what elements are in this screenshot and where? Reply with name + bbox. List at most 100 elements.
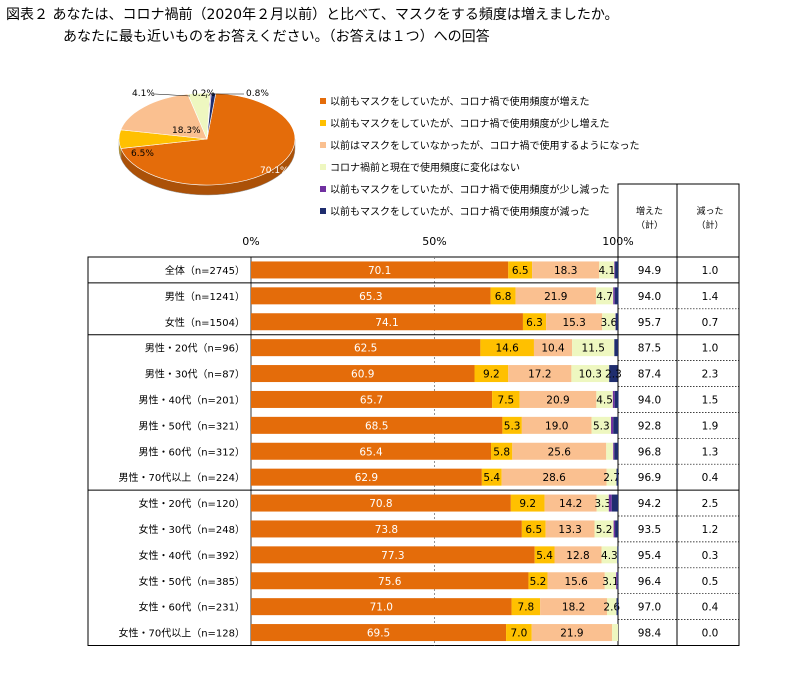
row-category-label: 男性・60代（n=312） [138, 445, 245, 458]
bar-value-label: 65.7 [360, 394, 383, 406]
bar-segment [522, 313, 547, 331]
bar-value-label: 3.6 [600, 317, 617, 329]
pie-label: 70.1% [260, 166, 289, 176]
bar-segment [511, 598, 541, 616]
bar-segment [616, 572, 618, 590]
bar-segment [540, 598, 607, 616]
bar-segment [615, 313, 618, 331]
bar-segment [615, 520, 618, 538]
bar-segment [481, 468, 502, 486]
bar-segment [519, 390, 597, 408]
bar-segment [611, 416, 614, 434]
bar-segment [614, 261, 616, 279]
increase-total-value: 96.4 [638, 576, 662, 588]
bar-segment [528, 572, 548, 590]
increase-total-value: 94.9 [638, 265, 661, 277]
row-category-label: 全体（n=2745） [165, 264, 245, 277]
decrease-total-value: 2.3 [702, 369, 719, 381]
row-category-label: 男性・70代以上（n=224） [118, 471, 245, 484]
bar-segment [251, 624, 507, 642]
decrease-total-value: 0.4 [702, 472, 719, 484]
row-category-label: 女性（n=1504） [165, 316, 245, 329]
pie-label: 6.5% [131, 149, 154, 159]
summary-header-label: 増えた [636, 205, 663, 217]
row-category-label: 男性・40代（n=201） [138, 393, 245, 406]
bar-value-label: 68.5 [365, 420, 388, 432]
bar-segment [251, 390, 493, 408]
increase-total-value: 97.0 [638, 602, 661, 614]
chart-title-line1: 図表２ あなたは、コロナ禍前（2020年２月以前）と比べて、マスクをする頻度は増… [6, 7, 619, 23]
bar-segment [554, 546, 602, 564]
bar-value-label: 5.2 [530, 576, 547, 588]
decrease-total-value: 1.2 [702, 524, 719, 536]
bar-value-label: 14.2 [559, 498, 582, 510]
summary-header-box [617, 183, 740, 258]
bar-value-label: 20.9 [546, 394, 569, 406]
bar-value-label: 5.3 [504, 420, 521, 432]
bar-value-label: 4.3 [601, 550, 618, 562]
bar-value-label: 10.3 [579, 369, 602, 381]
legend-item: 以前もマスクをしていたが、コロナ禍で使用頻度が少し増えた [320, 119, 610, 131]
decrease-total-value: 1.0 [702, 343, 719, 355]
bar-value-label: 25.6 [548, 446, 572, 458]
bar-segment [490, 287, 516, 305]
table-frame [87, 256, 740, 646]
increase-total-value: 95.4 [638, 550, 662, 562]
bar-segment [474, 365, 509, 383]
bar-segment [606, 442, 614, 460]
bar-value-label: 15.6 [564, 576, 588, 588]
bar-segment [609, 365, 618, 383]
bar-segment [545, 520, 595, 538]
legend-swatch [320, 120, 326, 126]
bar-segment [547, 572, 605, 590]
row-category-label: 男性・30代（n=87） [145, 368, 245, 381]
bar-segment [608, 494, 612, 512]
bar-value-label: 4.5 [596, 394, 613, 406]
bar-segment [617, 546, 619, 564]
bar-segment [512, 442, 607, 460]
bar-segment [251, 416, 503, 434]
bar-segment [614, 390, 619, 408]
bar-value-label: 70.8 [369, 498, 392, 510]
bar-value-label: 5.4 [483, 472, 500, 484]
decrease-total-value: 0.5 [702, 576, 719, 588]
legend-label: 以前はマスクをしていなかったが、コロナ禍で使用するようになった [330, 141, 640, 152]
bar-segment [614, 442, 618, 460]
bar-value-label: 3.1 [602, 576, 619, 588]
bar-value-label: 5.2 [596, 524, 613, 536]
bar-segment [594, 520, 614, 538]
bar-segment [501, 468, 607, 486]
bar-segment [613, 520, 616, 538]
bar-segment [521, 520, 546, 538]
bar-value-label: 5.3 [593, 420, 610, 432]
bar-segment [591, 416, 612, 434]
increase-total-value: 95.7 [638, 317, 661, 329]
decrease-total-value: 0.7 [702, 317, 719, 329]
row-category-label: 男性（n=1241） [165, 290, 245, 303]
bar-value-label: 60.9 [351, 369, 374, 381]
bar-value-label: 73.8 [375, 524, 398, 536]
legend-label: 以前もマスクをしていたが、コロナ禍で使用頻度が増えた [330, 97, 590, 108]
bar-segment [521, 416, 592, 434]
bar-segment [251, 598, 512, 616]
bar-value-label: 17.2 [528, 369, 551, 381]
bar-value-label: 21.9 [560, 628, 583, 640]
increase-total-value: 87.5 [638, 343, 661, 355]
legend-item: 以前もマスクをしていたが、コロナ禍で使用頻度が減った [320, 207, 590, 219]
bar-segment [614, 339, 618, 357]
bar-value-label: 12.8 [566, 550, 589, 562]
decrease-total-value: 0.3 [702, 550, 719, 562]
bar-segment [510, 494, 545, 512]
summary-header-label: （計） [636, 219, 663, 231]
bar-segment [251, 442, 492, 460]
legend-item: 以前もマスクをしていたが、コロナ禍で使用頻度が増えた [320, 97, 590, 109]
bar-segment [602, 313, 616, 331]
bar-segment [506, 624, 532, 642]
pie-leader-line [205, 93, 208, 99]
bar-segment [613, 287, 615, 305]
legend-label: コロナ禍前と現在で使用頻度に変化はない [330, 163, 520, 174]
bar-segment [616, 598, 618, 616]
bar-value-label: 69.5 [367, 628, 390, 640]
bar-segment [251, 468, 482, 486]
bar-value-label: 21.9 [544, 291, 567, 303]
